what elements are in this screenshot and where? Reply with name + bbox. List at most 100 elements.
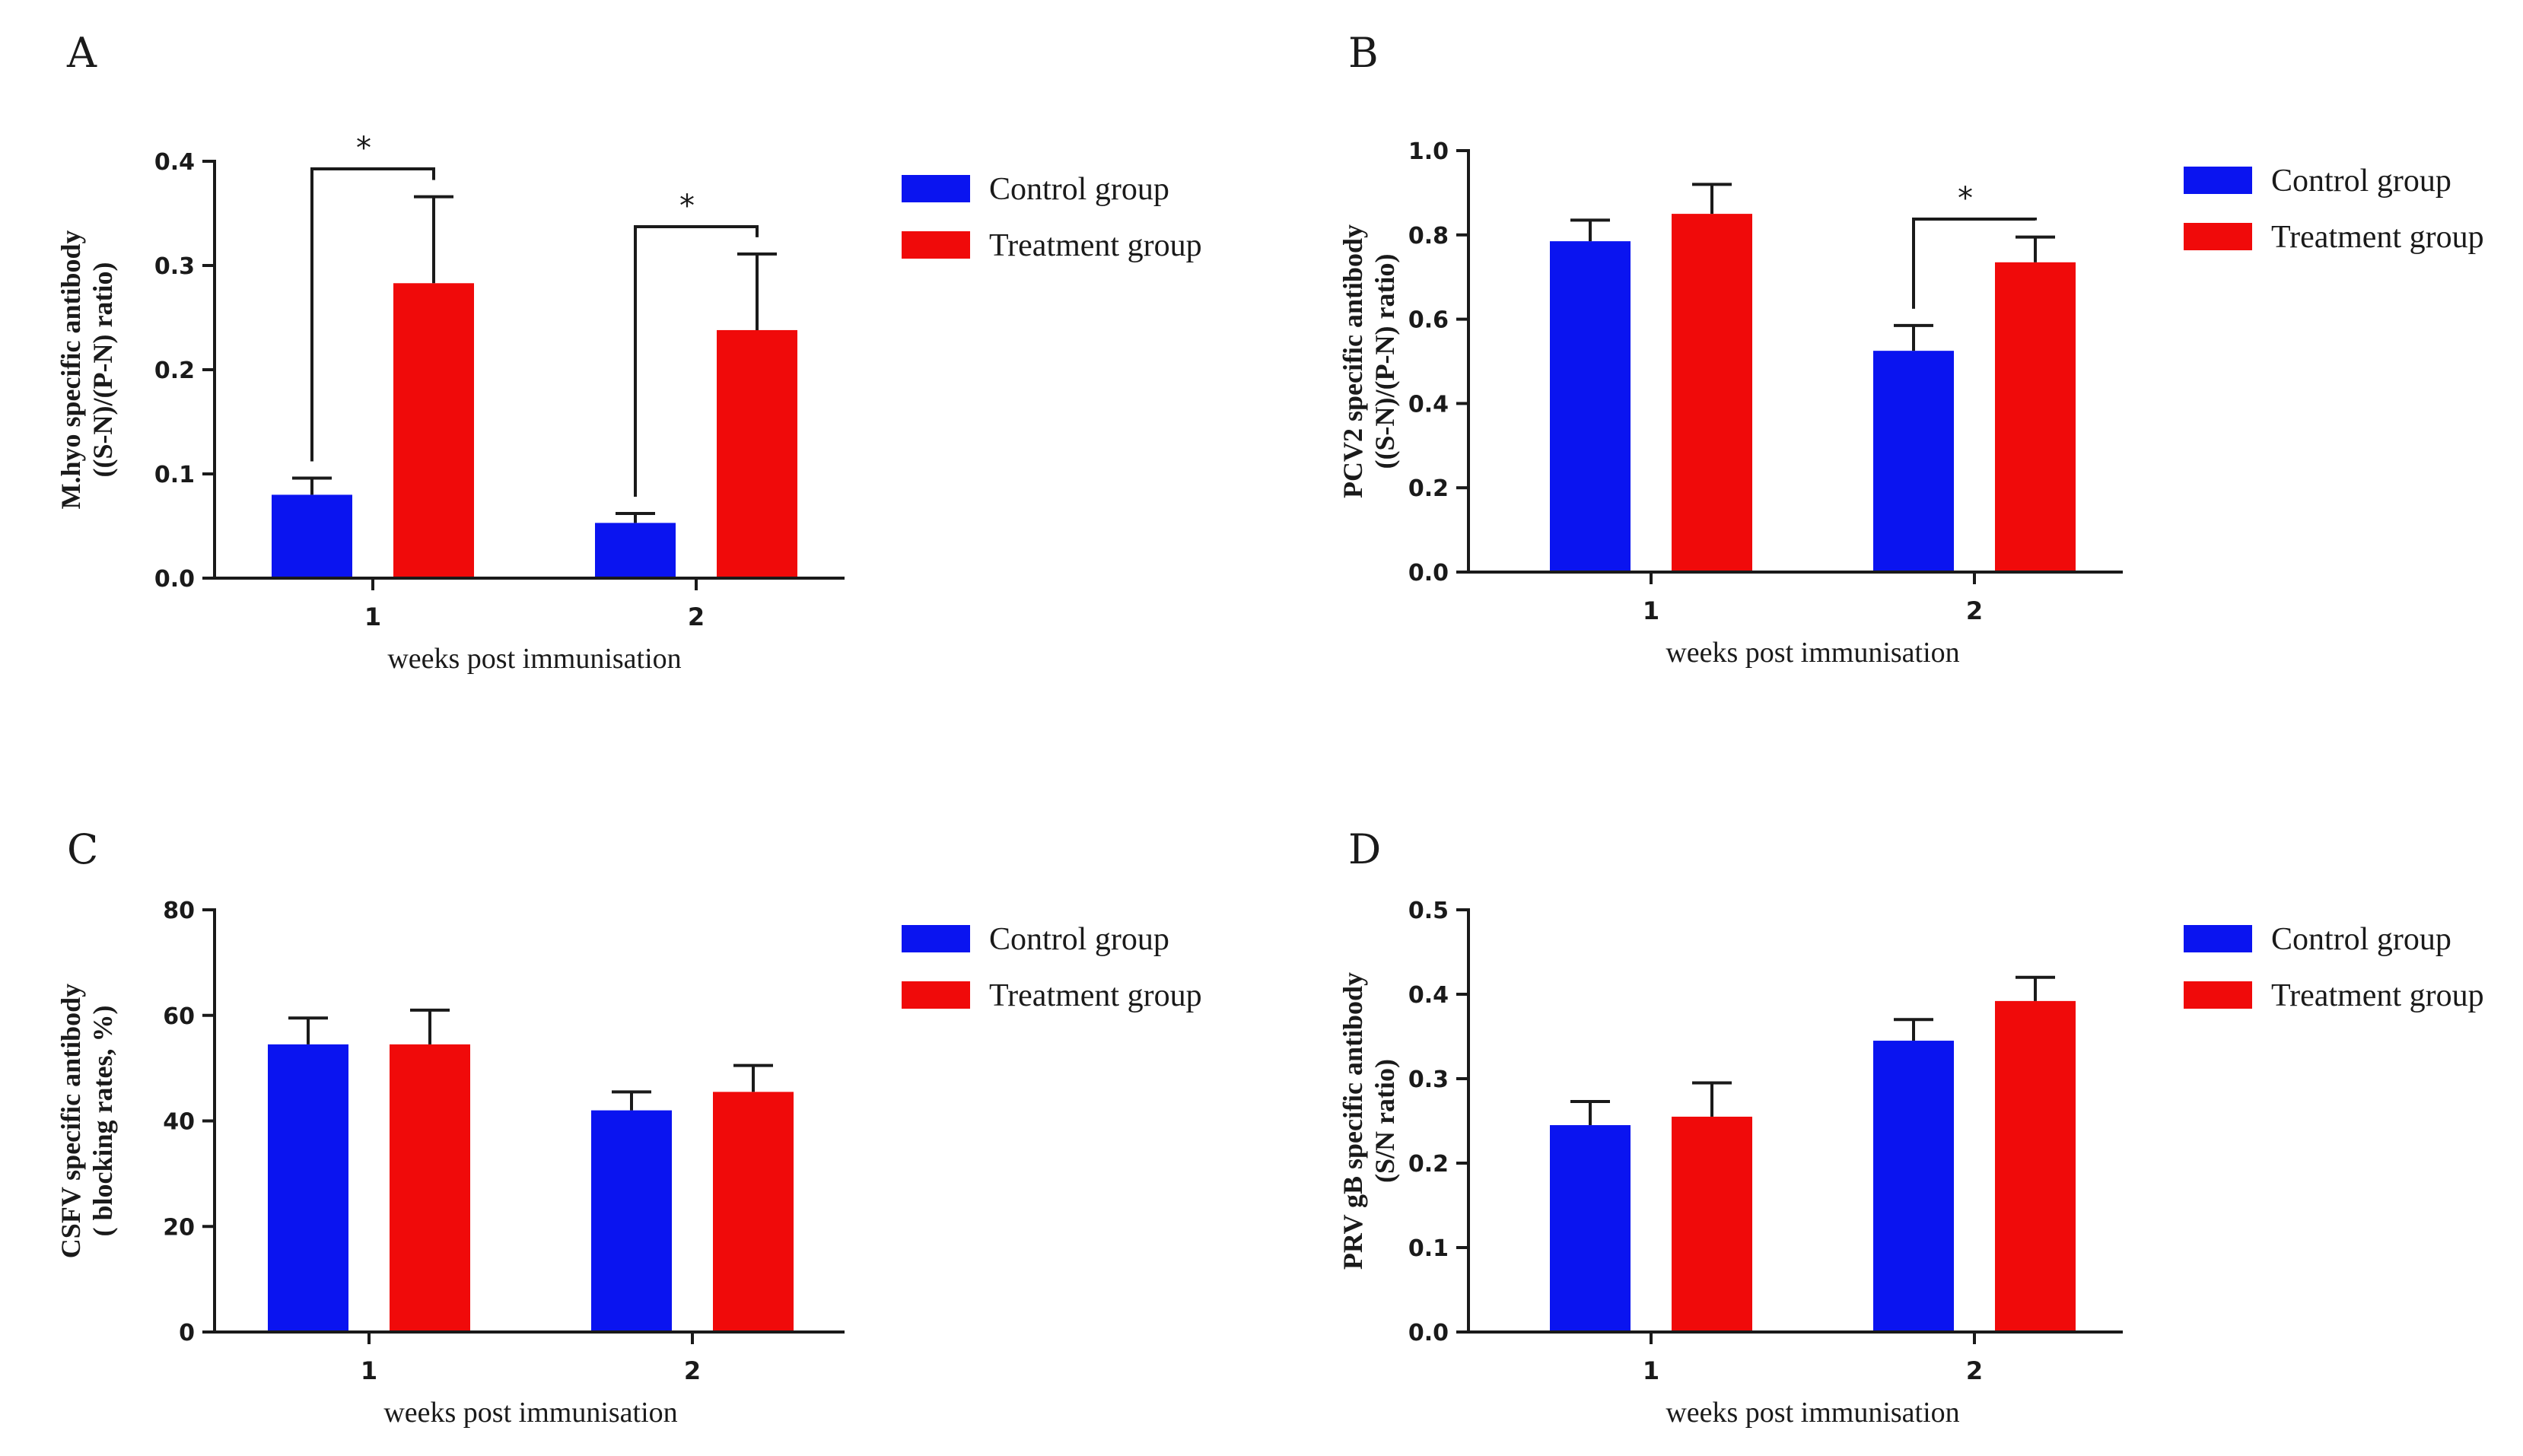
y-axis-label-line-1: CSFV specific antibody — [56, 984, 86, 1258]
error-bar-treatment-week-2 — [2016, 235, 2055, 262]
y-tick-label: 0.4 — [1408, 982, 1449, 1009]
significance-star: * — [1958, 181, 1973, 216]
x-tick-label: 2 — [688, 602, 705, 631]
bar-control-week-2 — [1873, 1041, 1954, 1332]
error-bar-control-week-1 — [288, 1016, 328, 1044]
y-tick-label: 0.8 — [1408, 223, 1449, 250]
x-axis-label: weeks post immunisation — [1666, 637, 1959, 669]
x-axis-label: weeks post immunisation — [1666, 1397, 1959, 1429]
bar-control-week-1 — [272, 494, 352, 578]
error-bar-treatment-week-1 — [410, 1008, 450, 1044]
error-bar-control-week-1 — [1570, 1099, 1610, 1126]
y-tick-label: 0.2 — [1408, 475, 1449, 502]
y-axis-label-line-1: M.hyo specific antibody — [56, 230, 86, 509]
legend-swatch-treatment — [2184, 981, 2252, 1009]
y-tick-label: 80 — [163, 898, 195, 924]
y-tick-label: 0.0 — [154, 566, 195, 593]
bar-treatment-week-2 — [1995, 262, 2076, 572]
bar-control-week-2 — [591, 1110, 672, 1332]
bar-control-week-1 — [1550, 1125, 1631, 1332]
bar-treatment-week-1 — [1672, 1116, 1752, 1332]
legend-swatch-treatment — [902, 981, 970, 1009]
y-tick-label: 0.2 — [1408, 1151, 1449, 1178]
significance-bracket-week-1 — [310, 167, 435, 462]
y-axis-label-line-1: PCV2 specific antibody — [1338, 224, 1368, 498]
panel-letter: A — [66, 29, 97, 77]
y-axis-label-line-1: PRV gB specific antibody — [1338, 972, 1368, 1270]
axes — [1467, 149, 2123, 574]
legend-label-treatment: Treatment group — [2271, 220, 2484, 255]
legend-label-control: Control group — [989, 922, 1169, 957]
legend-swatch-treatment — [902, 231, 970, 259]
panel-letter: D — [1348, 825, 1381, 873]
bar-treatment-week-1 — [390, 1044, 470, 1332]
x-tick-label: 1 — [1643, 1356, 1659, 1385]
legend-swatch-control — [902, 925, 970, 952]
significance-star: * — [679, 189, 695, 224]
legend-label-control: Control group — [2271, 922, 2451, 957]
y-tick-label: 0.6 — [1408, 307, 1449, 334]
error-bar-control-week-2 — [616, 512, 655, 523]
bar-treatment-week-2 — [717, 329, 797, 578]
bracket-line — [310, 167, 435, 462]
x-tick-label: 1 — [361, 1356, 377, 1385]
y-tick-label: 0.1 — [1408, 1235, 1449, 1262]
y-axis-label-line-2: ((S-N)/(P-N) ratio) — [87, 262, 118, 478]
bar-treatment-week-1 — [393, 283, 474, 578]
y-axis-label-line-2: (S/N ratio) — [1370, 1059, 1400, 1183]
x-axis-label: weeks post immunisation — [387, 643, 681, 675]
significance-bracket-week-2 — [1912, 218, 2037, 309]
legend-swatch-control — [902, 175, 970, 202]
x-tick-label: 2 — [1966, 596, 1983, 625]
x-tick-label: 2 — [1966, 1356, 1983, 1385]
legend-label-control: Control group — [2271, 164, 2451, 199]
bracket-line — [1912, 218, 2037, 309]
error-bar-control-week-2 — [1894, 1018, 1933, 1041]
y-tick-label: 0 — [179, 1320, 195, 1346]
bar-control-week-1 — [268, 1044, 348, 1332]
legend-label-control: Control group — [989, 172, 1169, 207]
x-tick-label: 2 — [684, 1356, 701, 1385]
bar-treatment-week-1 — [1672, 214, 1752, 572]
y-tick-label: 0.3 — [1408, 1067, 1449, 1093]
error-bar-treatment-week-2 — [733, 1063, 773, 1092]
y-axis-label-line-2: ( blocking rates, %) — [87, 1006, 118, 1237]
error-bar-control-week-1 — [292, 476, 332, 495]
significance-bracket-week-2 — [634, 225, 759, 498]
y-tick-label: 40 — [163, 1109, 195, 1136]
error-bar-control-week-2 — [612, 1090, 651, 1111]
bar-control-week-2 — [1873, 351, 1954, 572]
y-tick-label: 0.4 — [154, 149, 195, 176]
y-tick-label: 1.0 — [1408, 138, 1449, 165]
y-tick-label: 0.4 — [1408, 391, 1449, 418]
legend-swatch-control — [2184, 925, 2252, 952]
legend-swatch-control — [2184, 167, 2252, 194]
bar-treatment-week-2 — [1995, 1000, 2076, 1332]
legend-label-treatment: Treatment group — [989, 228, 1202, 263]
y-tick-label: 0.0 — [1408, 560, 1449, 587]
error-bar-treatment-week-1 — [1692, 183, 1732, 215]
y-tick-label: 20 — [163, 1214, 195, 1241]
axes — [1467, 908, 2123, 1334]
significance-star: * — [356, 131, 371, 166]
bracket-line — [634, 225, 759, 498]
y-axis-label-line-2: ((S-N)/(P-N) ratio) — [1370, 254, 1400, 469]
y-tick-label: 60 — [163, 1003, 195, 1030]
legend-label-treatment: Treatment group — [989, 978, 1202, 1013]
legend-label-treatment: Treatment group — [2271, 978, 2484, 1013]
x-tick-label: 1 — [1643, 596, 1659, 625]
y-tick-label: 0.5 — [1408, 898, 1449, 924]
y-tick-label: 0.0 — [1408, 1320, 1449, 1346]
error-bar-treatment-week-1 — [1692, 1081, 1732, 1117]
y-tick-label: 0.3 — [154, 253, 195, 280]
error-bar-treatment-week-1 — [414, 195, 453, 284]
error-bar-treatment-week-2 — [737, 252, 777, 330]
bar-control-week-1 — [1550, 241, 1631, 572]
legend-swatch-treatment — [2184, 223, 2252, 250]
panel-letter: C — [67, 825, 98, 873]
